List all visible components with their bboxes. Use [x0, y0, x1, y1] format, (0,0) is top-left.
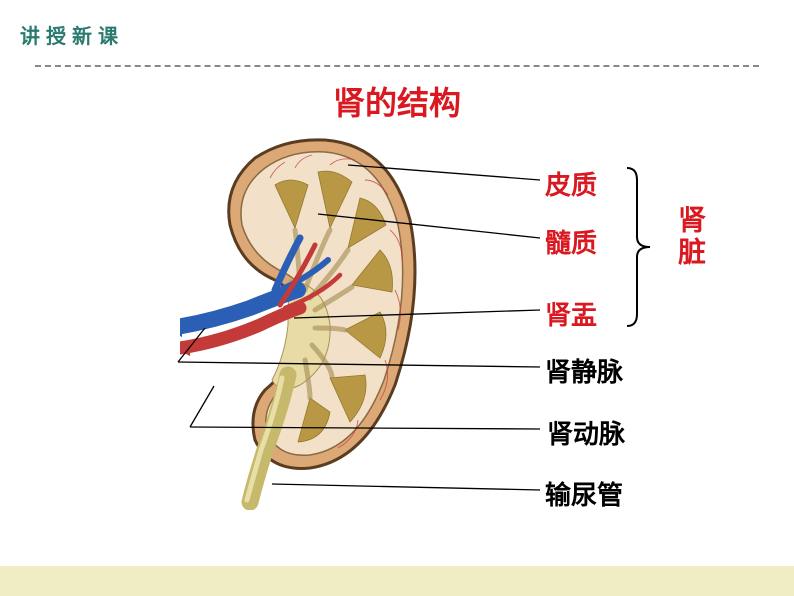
- label-medulla: 髓质: [545, 223, 597, 260]
- label-pelvis: 肾盂: [545, 295, 597, 332]
- label-renal_artery: 肾动脉: [547, 414, 625, 451]
- kidney-illustration: [180, 130, 440, 510]
- label-cortex: 皮质: [545, 165, 597, 202]
- label-ureter: 输尿管: [545, 475, 623, 512]
- divider-line: [35, 65, 759, 67]
- slide-header: 讲授新课: [0, 0, 794, 49]
- footer-bar: [0, 566, 794, 596]
- group-label-kidney: 肾脏: [670, 205, 710, 269]
- kidney-diagram: 皮质髓质肾盂肾静脉肾动脉输尿管 肾脏: [0, 130, 794, 530]
- grouping-brace: [625, 160, 655, 380]
- diagram-title: 肾的结构: [0, 78, 794, 124]
- label-renal_vein: 肾静脉: [545, 352, 623, 389]
